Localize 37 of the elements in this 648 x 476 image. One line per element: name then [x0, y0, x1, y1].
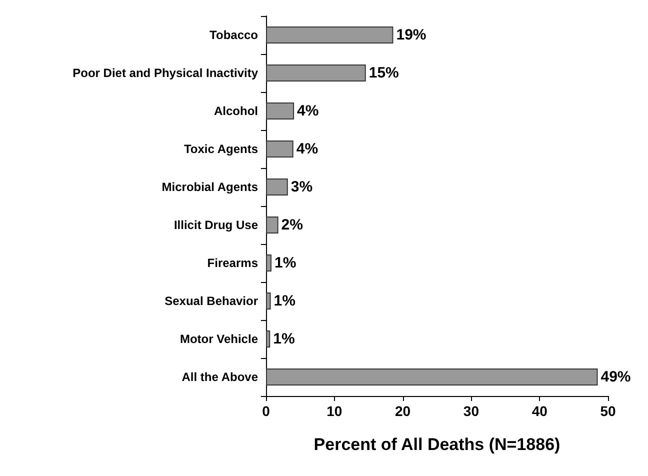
data-label: 2%	[281, 216, 303, 234]
x-tick-label: 50	[600, 403, 616, 419]
y-tick-label: Firearms	[207, 256, 258, 270]
bar	[266, 254, 272, 272]
y-tick-label: Microbial Agents	[162, 180, 258, 194]
bar	[266, 178, 288, 196]
bar	[266, 330, 270, 348]
x-tick-label: 40	[532, 403, 548, 419]
y-tick-label: Sexual Behavior	[164, 294, 258, 308]
data-label: 49%	[600, 368, 631, 386]
data-label: 4%	[296, 140, 318, 158]
bar	[266, 26, 394, 44]
bar	[266, 140, 294, 158]
y-tick-label: Toxic Agents	[184, 142, 258, 156]
data-label: 1%	[273, 330, 295, 348]
y-tick-label: Alcohol	[214, 104, 258, 118]
data-label: 19%	[396, 26, 426, 44]
y-tick-label: All the Above	[182, 370, 258, 384]
data-label: 4%	[297, 102, 319, 120]
y-tick-label: Motor Vehicle	[180, 332, 258, 346]
y-tick-label: Tobacco	[210, 28, 258, 42]
data-label: 15%	[368, 64, 399, 82]
bar	[266, 292, 271, 310]
x-tick-label: 20	[395, 403, 411, 419]
bar	[266, 64, 366, 82]
x-tick-label: 30	[463, 403, 480, 419]
x-axis-title: Percent of All Deaths (N=1886)	[314, 435, 560, 454]
bar	[266, 216, 278, 234]
bar	[266, 368, 598, 386]
y-tick-label: Illicit Drug Use	[174, 218, 258, 232]
data-label: 1%	[274, 254, 296, 272]
x-tick-label: 0	[262, 403, 270, 419]
bar	[266, 102, 294, 120]
data-label: 1%	[274, 292, 296, 310]
data-label: 3%	[290, 178, 313, 196]
y-tick-label: Poor Diet and Physical Inactivity	[72, 66, 258, 80]
x-tick-label: 10	[326, 403, 342, 419]
